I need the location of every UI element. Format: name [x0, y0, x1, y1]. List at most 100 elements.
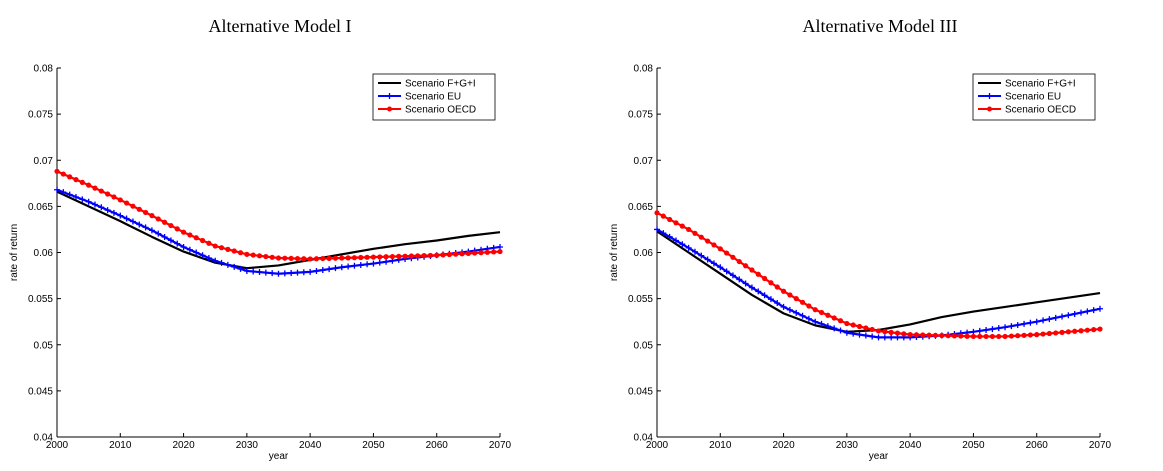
data-point	[995, 325, 1002, 332]
legend-marker	[386, 93, 393, 99]
x-tick-label: 2070	[1089, 440, 1112, 451]
data-point	[129, 218, 136, 225]
data-point	[799, 312, 806, 319]
data-point	[983, 333, 989, 340]
data-point	[673, 220, 679, 226]
data-point	[850, 322, 856, 328]
data-point	[294, 255, 301, 262]
data-point	[174, 226, 180, 232]
legend-marker	[987, 106, 992, 112]
data-point	[111, 194, 117, 200]
data-point	[913, 332, 920, 338]
data-point	[288, 255, 294, 262]
data-point	[672, 237, 679, 244]
data-point	[167, 237, 174, 244]
data-point	[73, 177, 79, 183]
data-point	[218, 245, 225, 251]
data-point	[124, 200, 130, 206]
chart-panel-model-iii: Alternative Model III 0.04 0.045 0.05 0.055…	[600, 0, 1160, 471]
data-point	[206, 240, 212, 246]
x-tick-label: 2030	[236, 440, 259, 451]
data-point	[964, 333, 970, 339]
x-tick-label: 2020	[772, 440, 795, 451]
data-point	[881, 334, 888, 341]
data-point	[370, 260, 377, 267]
data-point	[825, 312, 831, 318]
data-point	[806, 303, 812, 309]
data-point	[743, 263, 749, 269]
data-point	[1040, 317, 1047, 324]
data-point	[218, 259, 225, 266]
data-point	[85, 198, 92, 205]
data-point	[459, 251, 465, 257]
data-point	[1065, 312, 1072, 319]
legend-label: Scenario EU	[405, 92, 461, 103]
data-point	[894, 330, 901, 336]
y-tick-label: 0.075	[28, 110, 53, 121]
data-point	[193, 249, 200, 256]
data-point	[932, 332, 939, 338]
y-tick-label: 0.065	[28, 202, 53, 213]
y-tick-label: 0.08	[34, 64, 54, 75]
data-point	[339, 255, 345, 261]
data-point	[256, 269, 263, 276]
data-point	[269, 270, 276, 277]
legend: Scenario F+G+I Scenario EU Scenario OECD	[972, 73, 1096, 121]
data-point	[79, 196, 86, 203]
data-point	[72, 193, 79, 200]
series-scenario-oecd	[54, 168, 503, 262]
data-point	[338, 264, 345, 271]
data-point	[875, 328, 882, 334]
data-point	[180, 243, 187, 250]
data-point	[383, 254, 389, 260]
x-tick-label: 2070	[489, 440, 512, 451]
data-point	[736, 276, 743, 283]
data-point	[199, 252, 206, 259]
data-point	[288, 269, 295, 276]
data-point	[843, 329, 850, 336]
data-point	[117, 197, 123, 203]
legend: Scenario F+G+I Scenario EU Scenario OECD	[372, 73, 496, 121]
data-point	[275, 270, 282, 277]
data-point	[199, 237, 206, 244]
data-point	[364, 254, 370, 260]
data-point	[685, 244, 692, 251]
data-point	[989, 326, 996, 333]
data-point	[231, 248, 237, 254]
x-tick-label: 2040	[899, 440, 922, 451]
data-point	[780, 303, 787, 310]
data-point	[749, 267, 755, 273]
data-point	[723, 268, 730, 275]
data-point	[98, 188, 104, 194]
data-point	[1002, 324, 1009, 331]
x-tick-label: 2000	[46, 440, 69, 451]
data-point	[1008, 333, 1014, 339]
data-point	[60, 189, 67, 196]
data-point	[313, 267, 320, 274]
x-tick-label: 2060	[1026, 440, 1049, 451]
data-point	[1078, 309, 1085, 316]
series-scenario-oecd	[654, 210, 1103, 340]
data-point	[224, 261, 231, 268]
data-point	[862, 332, 869, 339]
data-point	[1015, 333, 1021, 339]
data-point	[282, 255, 288, 261]
data-point	[281, 270, 288, 277]
data-point	[882, 329, 888, 335]
data-point	[60, 171, 66, 177]
data-point	[888, 334, 895, 341]
y-tick-label: 0.06	[34, 248, 54, 259]
data-point	[148, 227, 155, 234]
data-point	[875, 334, 882, 341]
y-tick-label: 0.06	[634, 248, 654, 259]
y-tick-label: 0.05	[34, 340, 54, 351]
data-point	[736, 258, 742, 265]
data-point	[105, 191, 111, 197]
data-point	[205, 255, 212, 262]
y-tick-label: 0.07	[34, 156, 54, 167]
legend-label: Scenario OECD	[1005, 105, 1076, 116]
data-point	[446, 251, 452, 258]
line-chart: 0.04 0.045 0.05 0.055 0.06 0.065 0.07 0.075 0.08…	[609, 64, 1112, 463]
plot-area	[657, 68, 1100, 437]
data-point	[1046, 316, 1053, 323]
